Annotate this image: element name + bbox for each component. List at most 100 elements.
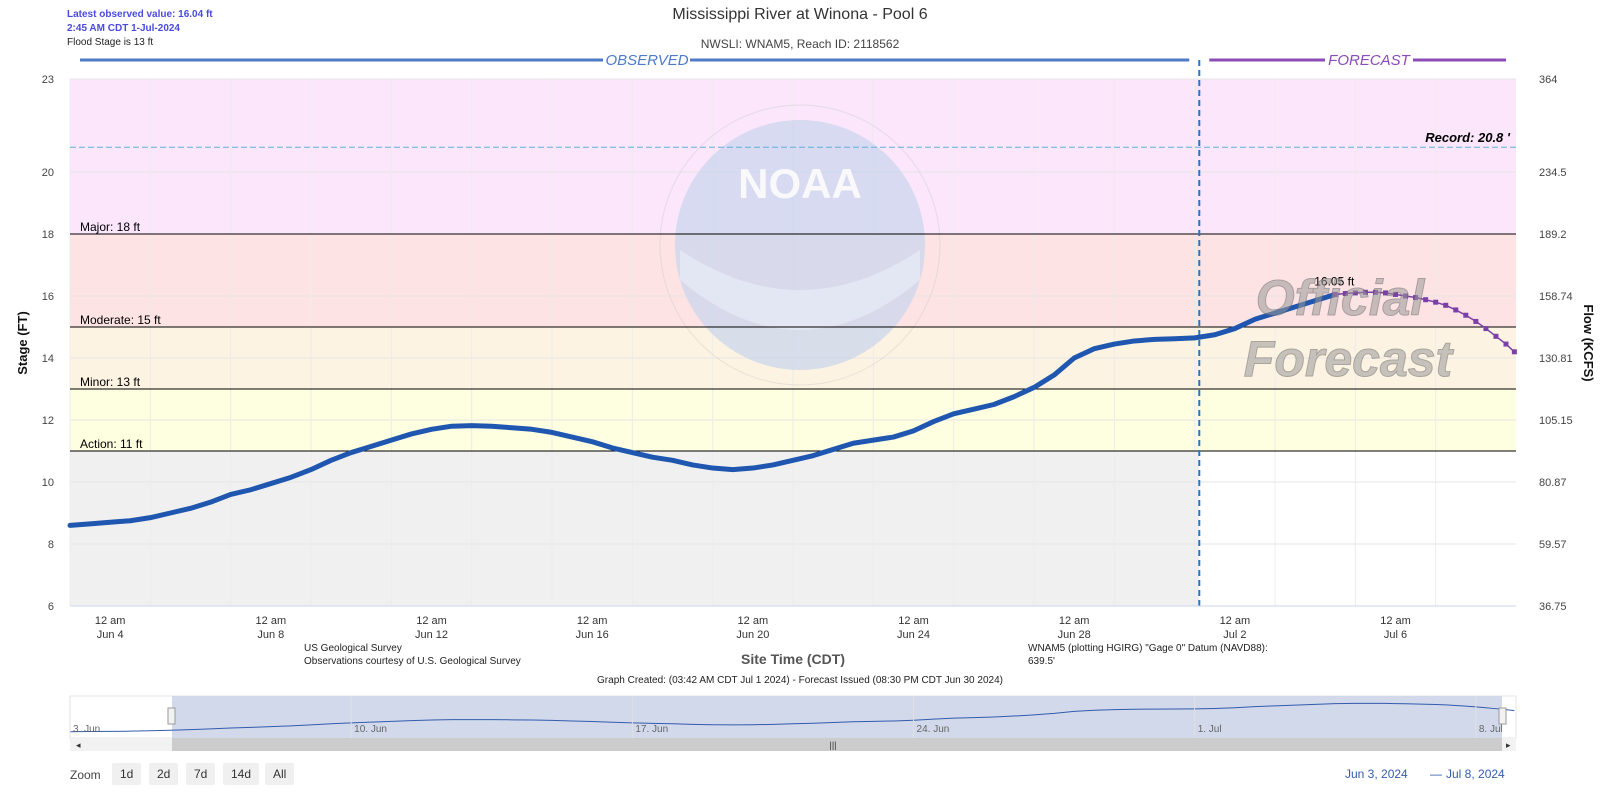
y-right-tick-label-1: 59.57 — [1539, 539, 1567, 551]
forecast-point-9 — [1423, 297, 1429, 303]
navigator-left-handle[interactable] — [167, 707, 176, 725]
x-tick-time-1: 12 am — [256, 615, 287, 627]
y-tick-label-2: 10 — [42, 477, 54, 489]
forecast-point-13 — [1463, 312, 1469, 318]
x-tick-date-6: Jun 28 — [1058, 629, 1091, 641]
forecast-label: FORECAST — [1328, 52, 1412, 69]
forecast-point-10 — [1433, 299, 1439, 305]
y-tick-label-1: 8 — [48, 539, 54, 551]
zoom-label: Zoom — [70, 768, 101, 782]
forecast-point-7 — [1403, 293, 1409, 299]
forecast-point-2 — [1352, 290, 1358, 296]
x-tick-time-6: 12 am — [1059, 615, 1090, 627]
record-label: Record: 20.8 ' — [1425, 130, 1511, 145]
forecast-point-11 — [1443, 302, 1449, 308]
watermark-word-2: Forecast — [1244, 331, 1455, 387]
navigator-label-2: 17. Jun — [635, 724, 668, 735]
y-tick-label-3: 12 — [42, 415, 54, 427]
navigator-label-3: 24. Jun — [917, 724, 950, 735]
y-tick-label-5: 16 — [42, 291, 54, 303]
usgs-credit-line2: Observations courtesy of U.S. Geological… — [304, 656, 521, 667]
navigator-right-handle[interactable] — [1498, 707, 1507, 725]
observed-series-line — [67, 291, 1338, 528]
forecast-point-4 — [1372, 289, 1378, 295]
datum-line2: 639.5' — [1028, 656, 1055, 667]
x-tick-time-3: 12 am — [577, 615, 608, 627]
zoom-all-button[interactable]: All — [265, 763, 295, 785]
y-tick-label-4: 14 — [42, 353, 54, 365]
range-separator: — — [1430, 767, 1442, 781]
threshold-label-3: Major: 18 ft — [80, 220, 141, 234]
scrollbar-thumb[interactable] — [172, 738, 1502, 751]
forecast-point-5 — [1382, 290, 1388, 296]
y-right-tick-label-3: 105.15 — [1539, 415, 1573, 427]
x-tick-date-8: Jul 6 — [1384, 629, 1407, 641]
x-tick-time-0: 12 am — [95, 615, 126, 627]
y-tick-label-0: 6 — [48, 601, 54, 613]
forecast-point-14 — [1473, 318, 1479, 324]
y-right-tick-label-2: 80.87 — [1539, 477, 1567, 489]
range-from-input[interactable]: Jun 3, 2024 — [1345, 767, 1408, 781]
navigator-label-1: 10. Jun — [354, 724, 387, 735]
zoom-7d-button[interactable]: 7d — [186, 763, 216, 785]
y-right-tick-label-8: 364 — [1539, 74, 1557, 86]
scroll-left-arrow[interactable]: ◂ — [76, 740, 81, 750]
x-tick-time-7: 12 am — [1220, 615, 1251, 627]
y-right-tick-label-0: 36.75 — [1539, 601, 1567, 613]
x-tick-date-1: Jun 8 — [257, 629, 284, 641]
x-tick-date-2: Jun 12 — [415, 629, 448, 641]
chart-subtitle: NWSLI: WNAM5, Reach ID: 2118562 — [700, 37, 900, 51]
latest-value: Latest observed value: 16.04 ft — [67, 9, 213, 20]
navigator-series-line — [69, 702, 1515, 733]
forecast-point-0 — [1332, 291, 1338, 297]
navigator-label-0: 3. Jun — [73, 724, 100, 735]
usgs-credit: US Geological Survey Observations courte… — [304, 642, 521, 668]
scroll-right-arrow[interactable]: ▸ — [1506, 740, 1511, 750]
navigator[interactable]: 3. Jun 10. Jun 17. Jun 24. Jun 1. Jul 8. Jul … — [0, 690, 1600, 752]
forecast-point-15 — [1483, 326, 1489, 332]
forecast-point-3 — [1362, 289, 1368, 295]
forecast-point-18 — [1511, 349, 1517, 355]
threshold-label-2: Moderate: 15 ft — [80, 313, 161, 327]
threshold-label-0: Action: 11 ft — [80, 437, 143, 451]
zoom-2d-button[interactable]: 2d — [149, 763, 179, 785]
x-tick-time-5: 12 am — [898, 615, 929, 627]
forecast-area-background — [1199, 451, 1516, 606]
y-right-tick-label-5: 158.74 — [1539, 291, 1573, 303]
x-tick-time-2: 12 am — [416, 615, 447, 627]
noaa-logo-watermark: NOAA — [659, 104, 941, 386]
y-right-tick-label-7: 234.5 — [1539, 167, 1567, 179]
y-axis-title-right: Flow (KCFS) — [1581, 304, 1596, 381]
x-tick-time-8: 12 am — [1380, 615, 1411, 627]
x-axis-title: Site Time (CDT) — [741, 651, 845, 667]
zoom-1d-button[interactable]: 1d — [112, 763, 142, 785]
y-axis-title: Stage (FT) — [15, 311, 30, 375]
y-right-tick-label-4: 130.81 — [1539, 353, 1573, 365]
last-observed-label: 16.05 ft — [1314, 274, 1355, 288]
x-tick-date-0: Jun 4 — [97, 629, 124, 641]
forecast-point-16 — [1493, 333, 1499, 339]
hydrograph-chart: NOAA Action: 11 ft Minor: 13 ft Moderate: … — [15, 52, 1596, 667]
latest-time: 2:45 AM CDT 1-Jul-2024 — [67, 23, 180, 34]
x-tick-date-4: Jun 20 — [736, 629, 769, 641]
navigator-selection[interactable] — [172, 696, 1502, 738]
y-tick-label-6: 18 — [42, 229, 54, 241]
datum-line1: WNAM5 (plotting HGIRG) "Gage 0" Datum (N… — [1028, 643, 1268, 654]
svg-text:NOAA: NOAA — [738, 160, 862, 207]
usgs-credit-line1: US Geological Survey — [304, 643, 402, 654]
chart-title: Mississippi River at Winona - Pool 6 — [672, 6, 928, 23]
scrollbar-grip-icon[interactable]: ||| — [829, 740, 836, 750]
forecast-point-17 — [1503, 341, 1509, 347]
zoom-14d-button[interactable]: 14d — [223, 763, 260, 785]
watermark-word-1: Official — [1256, 270, 1426, 326]
forecast-point-6 — [1393, 291, 1399, 297]
datum-note: WNAM5 (plotting HGIRG) "Gage 0" Datum (N… — [1028, 642, 1268, 668]
forecast-point-12 — [1453, 307, 1459, 313]
range-to-input[interactable]: Jul 8, 2024 — [1446, 767, 1505, 781]
x-tick-date-3: Jun 16 — [576, 629, 609, 641]
y-tick-label-8: 23 — [42, 74, 54, 86]
y-right-tick-label-6: 189.2 — [1539, 229, 1567, 241]
x-tick-date-5: Jun 24 — [897, 629, 930, 641]
forecast-point-1 — [1342, 291, 1348, 297]
